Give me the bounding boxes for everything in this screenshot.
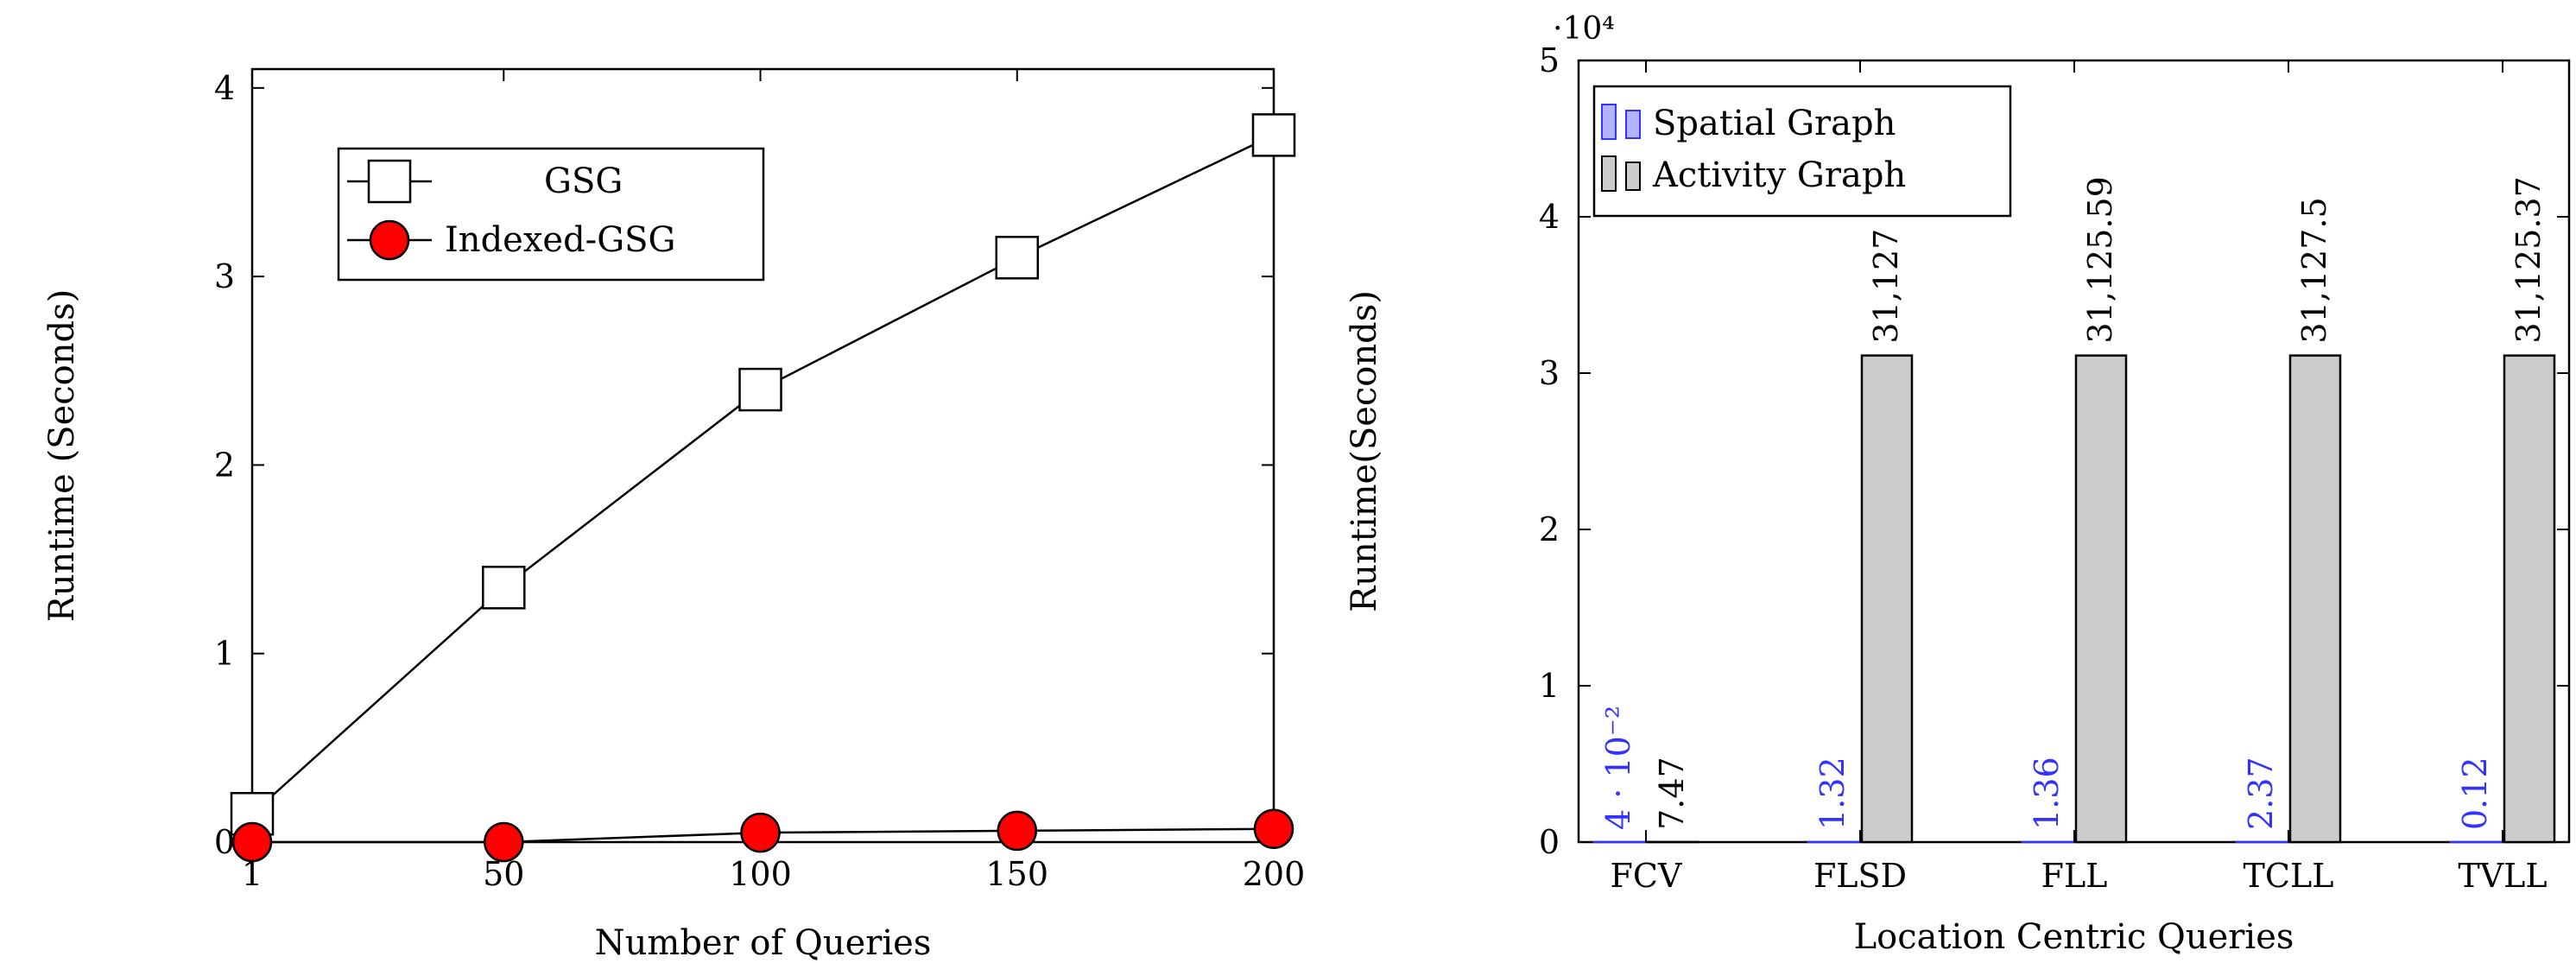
data-label: 7.47 bbox=[1653, 757, 1691, 830]
x-tick-label: FLL bbox=[2041, 857, 2108, 895]
data-label: 4 · 10⁻² bbox=[1599, 706, 1637, 830]
x-tick-label: FLSD bbox=[1813, 857, 1907, 895]
y-tick-label: 1 bbox=[1539, 667, 1560, 705]
data-point-indexed-gsg bbox=[484, 821, 524, 863]
data-label: 1.36 bbox=[2028, 757, 2066, 830]
legend-swatch bbox=[1601, 104, 1617, 140]
data-label: 31,127.5 bbox=[2295, 197, 2333, 343]
y-tick-label: 2 bbox=[214, 446, 235, 484]
y-axis-label: Runtime(Seconds) bbox=[1345, 290, 1384, 612]
data-point-gsg bbox=[482, 566, 526, 610]
legend-marker bbox=[367, 159, 412, 204]
y-tick-label: 2 bbox=[1539, 510, 1560, 548]
data-label: 31,127 bbox=[1867, 229, 1905, 344]
legend-label: Indexed-GSG bbox=[445, 220, 676, 260]
bar-activity-graph bbox=[2503, 354, 2556, 844]
data-label: 31,125.37 bbox=[2510, 176, 2548, 343]
data-point-indexed-gsg bbox=[1253, 808, 1294, 849]
legend-label: Activity Graph bbox=[1652, 155, 1906, 195]
y-tick-label: 0 bbox=[1539, 823, 1560, 861]
data-label: 2.37 bbox=[2242, 757, 2280, 830]
data-label: 1.32 bbox=[1813, 757, 1851, 830]
data-point-indexed-gsg bbox=[740, 812, 781, 853]
y-tick-label: 5 bbox=[1539, 41, 1560, 79]
data-label: 31,125.59 bbox=[2081, 176, 2119, 343]
legend: GSG Indexed-GSG bbox=[337, 147, 765, 282]
bar-activity-graph bbox=[2074, 354, 2128, 844]
x-tick-label: 150 bbox=[985, 855, 1048, 893]
y-tick-label: 3 bbox=[1539, 354, 1560, 392]
data-point-gsg bbox=[738, 367, 782, 412]
data-point-indexed-gsg bbox=[997, 810, 1038, 852]
legend: Spatial Graph Activity Graph bbox=[1592, 85, 2012, 218]
x-tick-label: FCV bbox=[1611, 857, 1682, 895]
legend-label: Spatial Graph bbox=[1653, 104, 1896, 143]
bar-activity-graph bbox=[1860, 354, 1914, 844]
y-axis-label: Runtime (Seconds) bbox=[42, 289, 82, 623]
y-tick-label: 4 bbox=[1539, 198, 1560, 236]
x-tick-label: 100 bbox=[729, 855, 792, 893]
x-axis-label: Number of Queries bbox=[595, 923, 932, 963]
x-tick-label: TCLL bbox=[2244, 857, 2334, 895]
data-point-gsg bbox=[995, 236, 1040, 280]
y-scale-label: ·10⁴ bbox=[1553, 11, 1615, 47]
data-label: 0.12 bbox=[2456, 757, 2494, 830]
legend-marker bbox=[369, 219, 410, 261]
bar-activity-graph bbox=[2288, 354, 2342, 844]
legend-label: GSG bbox=[544, 162, 623, 201]
x-axis-label: Location Centric Queries bbox=[1854, 917, 2294, 957]
legend-swatch bbox=[1601, 155, 1617, 192]
bar-chart: 0 1 2 3 4 5·10⁴ Location Centric Queries Runtim… bbox=[1345, 11, 2571, 957]
legend-swatch bbox=[1625, 110, 1641, 139]
y-tick-label: 4 bbox=[214, 69, 235, 107]
legend-swatch bbox=[1625, 162, 1641, 191]
data-point-gsg bbox=[1251, 113, 1296, 157]
x-tick-label: TVLL bbox=[2458, 857, 2547, 895]
y-tick-label: 3 bbox=[214, 257, 235, 295]
x-tick-label: 200 bbox=[1243, 855, 1306, 893]
data-point-indexed-gsg bbox=[231, 821, 273, 863]
legend-box bbox=[1592, 85, 2012, 218]
y-tick-label: 1 bbox=[214, 635, 235, 673]
